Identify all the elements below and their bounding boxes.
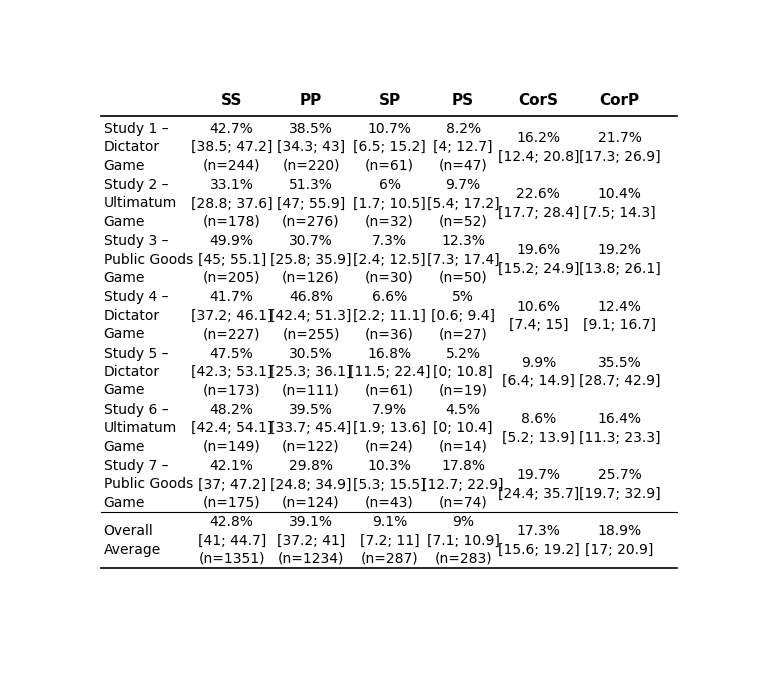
Text: 10.6%
[7.4; 15]: 10.6% [7.4; 15]	[509, 299, 568, 332]
Text: 30.5%
[25.3; 36.1]
(n=111): 30.5% [25.3; 36.1] (n=111)	[270, 346, 352, 398]
Text: 5.2%
[0; 10.8]
(n=19): 5.2% [0; 10.8] (n=19)	[433, 346, 493, 398]
Text: 19.2%
[13.8; 26.1]: 19.2% [13.8; 26.1]	[578, 243, 660, 276]
Text: Study 1 –
Dictator
Game: Study 1 – Dictator Game	[104, 122, 168, 173]
Text: Study 6 –
Ultimatum
Game: Study 6 – Ultimatum Game	[104, 403, 177, 454]
Text: SS: SS	[221, 93, 242, 108]
Text: 9%
[7.1; 10.9]
(n=283): 9% [7.1; 10.9] (n=283)	[427, 515, 499, 566]
Text: 42.1%
[37; 47.2]
(n=175): 42.1% [37; 47.2] (n=175)	[197, 459, 266, 509]
Text: 16.2%
[12.4; 20.8]: 16.2% [12.4; 20.8]	[498, 131, 579, 164]
Text: CorS: CorS	[518, 93, 559, 108]
Text: Study 5 –
Dictator
Game: Study 5 – Dictator Game	[104, 346, 168, 398]
Text: 10.4%
[7.5; 14.3]: 10.4% [7.5; 14.3]	[583, 188, 656, 220]
Text: 8.2%
[4; 12.7]
(n=47): 8.2% [4; 12.7] (n=47)	[433, 122, 493, 173]
Text: 25.7%
[19.7; 32.9]: 25.7% [19.7; 32.9]	[579, 468, 660, 501]
Text: 9.7%
[5.4; 17.2]
(n=52): 9.7% [5.4; 17.2] (n=52)	[427, 178, 499, 228]
Text: 42.7%
[38.5; 47.2]
(n=244): 42.7% [38.5; 47.2] (n=244)	[191, 122, 272, 173]
Text: 19.6%
[15.2; 24.9]: 19.6% [15.2; 24.9]	[498, 243, 579, 276]
Text: 29.8%
[24.8; 34.9]
(n=124): 29.8% [24.8; 34.9] (n=124)	[270, 459, 352, 509]
Text: 30.7%
[25.8; 35.9]
(n=126): 30.7% [25.8; 35.9] (n=126)	[270, 234, 352, 285]
Text: 22.6%
[17.7; 28.4]: 22.6% [17.7; 28.4]	[498, 188, 579, 220]
Text: 12.3%
[7.3; 17.4]
(n=50): 12.3% [7.3; 17.4] (n=50)	[427, 234, 499, 285]
Text: 6.6%
[2.2; 11.1]
(n=36): 6.6% [2.2; 11.1] (n=36)	[353, 291, 426, 341]
Text: 16.8%
[11.5; 22.4]
(n=61): 16.8% [11.5; 22.4] (n=61)	[349, 346, 430, 398]
Text: PP: PP	[300, 93, 322, 108]
Text: 19.7%
[24.4; 35.7]: 19.7% [24.4; 35.7]	[498, 468, 579, 501]
Text: 18.9%
[17; 20.9]: 18.9% [17; 20.9]	[585, 524, 653, 557]
Text: Study 7 –
Public Goods
Game: Study 7 – Public Goods Game	[104, 459, 193, 509]
Text: 48.2%
[42.4; 54.1]
(n=149): 48.2% [42.4; 54.1] (n=149)	[191, 403, 272, 454]
Text: 33.1%
[28.8; 37.6]
(n=178): 33.1% [28.8; 37.6] (n=178)	[191, 178, 272, 228]
Text: Overall
Average: Overall Average	[104, 524, 161, 557]
Text: 21.7%
[17.3; 26.9]: 21.7% [17.3; 26.9]	[579, 131, 660, 164]
Text: 5%
[0.6; 9.4]
(n=27): 5% [0.6; 9.4] (n=27)	[431, 291, 495, 341]
Text: 46.8%
[42.4; 51.3]
(n=255): 46.8% [42.4; 51.3] (n=255)	[270, 291, 351, 341]
Text: SP: SP	[379, 93, 401, 108]
Text: 41.7%
[37.2; 46.1]
(n=227): 41.7% [37.2; 46.1] (n=227)	[191, 291, 272, 341]
Text: 8.6%
[5.2; 13.9]: 8.6% [5.2; 13.9]	[502, 412, 575, 445]
Text: 47.5%
[42.3; 53.1]
(n=173): 47.5% [42.3; 53.1] (n=173)	[191, 346, 272, 398]
Text: 7.3%
[2.4; 12.5]
(n=30): 7.3% [2.4; 12.5] (n=30)	[353, 234, 426, 285]
Text: 39.5%
[33.7; 45.4]
(n=122): 39.5% [33.7; 45.4] (n=122)	[270, 403, 351, 454]
Text: 35.5%
[28.7; 42.9]: 35.5% [28.7; 42.9]	[579, 356, 660, 388]
Text: 17.8%
[12.7; 22.9]
(n=74): 17.8% [12.7; 22.9] (n=74)	[422, 459, 504, 509]
Text: 9.1%
[7.2; 11]
(n=287): 9.1% [7.2; 11] (n=287)	[360, 515, 420, 566]
Text: 12.4%
[9.1; 16.7]: 12.4% [9.1; 16.7]	[583, 299, 656, 332]
Text: 42.8%
[41; 44.7]
(n=1351): 42.8% [41; 44.7] (n=1351)	[197, 515, 266, 566]
Text: 10.3%
[5.3; 15.5]
(n=43): 10.3% [5.3; 15.5] (n=43)	[353, 459, 426, 509]
Text: 51.3%
[47; 55.9]
(n=276): 51.3% [47; 55.9] (n=276)	[277, 178, 345, 228]
Text: 6%
[1.7; 10.5]
(n=32): 6% [1.7; 10.5] (n=32)	[353, 178, 426, 228]
Text: PS: PS	[452, 93, 474, 108]
Text: Study 2 –
Ultimatum
Game: Study 2 – Ultimatum Game	[104, 178, 177, 228]
Text: Study 3 –
Public Goods
Game: Study 3 – Public Goods Game	[104, 234, 193, 285]
Text: 10.7%
[6.5; 15.2]
(n=61): 10.7% [6.5; 15.2] (n=61)	[353, 122, 426, 173]
Text: 4.5%
[0; 10.4]
(n=14): 4.5% [0; 10.4] (n=14)	[433, 403, 493, 454]
Text: 9.9%
[6.4; 14.9]: 9.9% [6.4; 14.9]	[502, 356, 575, 388]
Text: CorP: CorP	[600, 93, 640, 108]
Text: 39.1%
[37.2; 41]
(n=1234): 39.1% [37.2; 41] (n=1234)	[277, 515, 345, 566]
Text: 7.9%
[1.9; 13.6]
(n=24): 7.9% [1.9; 13.6] (n=24)	[353, 403, 426, 454]
Text: Study 4 –
Dictator
Game: Study 4 – Dictator Game	[104, 291, 168, 341]
Text: 49.9%
[45; 55.1]
(n=205): 49.9% [45; 55.1] (n=205)	[197, 234, 266, 285]
Text: 17.3%
[15.6; 19.2]: 17.3% [15.6; 19.2]	[497, 524, 579, 557]
Text: 38.5%
[34.3; 43]
(n=220): 38.5% [34.3; 43] (n=220)	[277, 122, 345, 173]
Text: 16.4%
[11.3; 23.3]: 16.4% [11.3; 23.3]	[579, 412, 660, 445]
